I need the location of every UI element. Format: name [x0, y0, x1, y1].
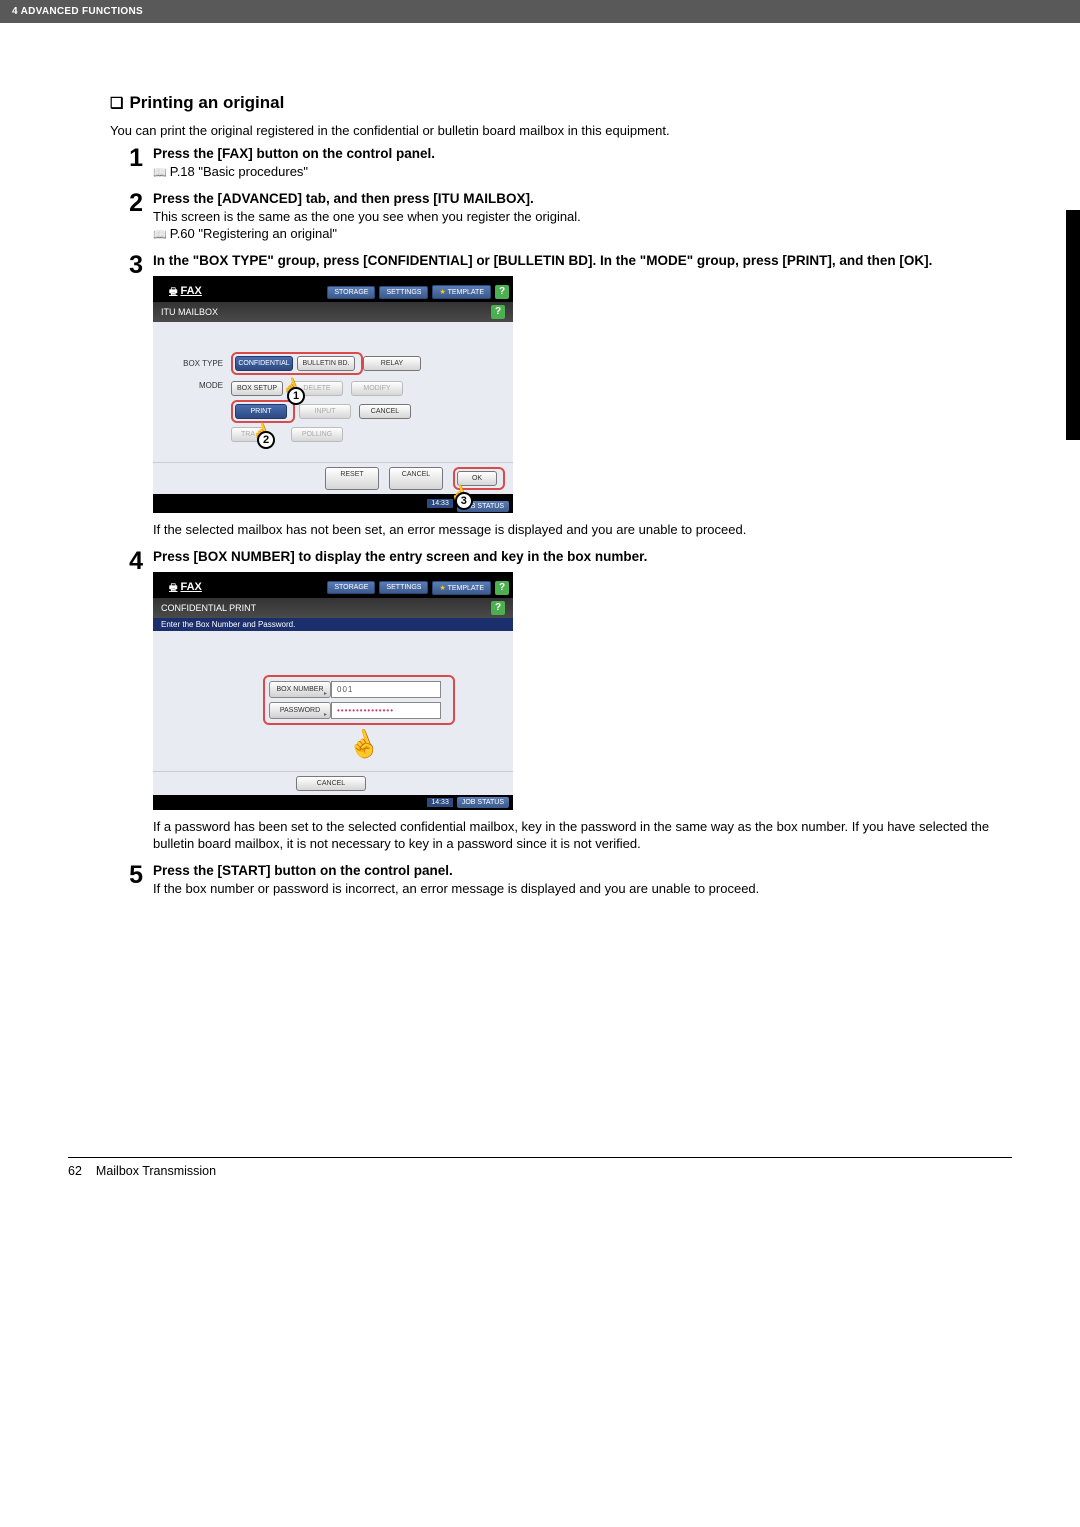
- step-heading: Press the [START] button on the control …: [153, 863, 1012, 878]
- template-tab[interactable]: TEMPLATE: [432, 581, 491, 595]
- step-number: 2: [68, 191, 153, 243]
- screenshot-confidential-print: FAX STORAGE SETTINGS TEMPLATE ? CONFIDEN…: [153, 572, 513, 810]
- step-4: 4 Press [BOX NUMBER] to display the entr…: [68, 549, 1012, 853]
- subbar-title: CONFIDENTIAL PRINT: [161, 603, 491, 613]
- step-ref: P.60 "Registering an original": [153, 225, 1012, 243]
- help-icon[interactable]: ?: [491, 601, 505, 615]
- cancel-button[interactable]: CANCEL: [359, 404, 411, 419]
- subbar-title: ITU MAILBOX: [161, 307, 491, 317]
- chapter-title: 4 ADVANCED FUNCTIONS: [12, 6, 143, 17]
- step-number: 5: [68, 863, 153, 898]
- footer-title: Mailbox Transmission: [96, 1164, 216, 1178]
- step-ref: P.18 "Basic procedures": [153, 163, 1012, 181]
- step-text: If the box number or password is incorre…: [153, 880, 1012, 898]
- step-heading: Press the [FAX] button on the control pa…: [153, 146, 1012, 161]
- help-icon[interactable]: ?: [495, 285, 509, 299]
- ss-bottombar: CANCEL: [153, 771, 513, 795]
- input-button[interactable]: INPUT: [299, 404, 351, 419]
- step-text: This screen is the same as the one you s…: [153, 208, 1012, 226]
- polling-button[interactable]: POLLING: [291, 427, 343, 442]
- ss-subbar: ITU MAILBOX ?: [153, 302, 513, 322]
- fax-tab[interactable]: FAX: [157, 580, 202, 596]
- step-heading: Press [BOX NUMBER] to display the entry …: [153, 549, 1012, 564]
- settings-tab[interactable]: SETTINGS: [379, 286, 428, 299]
- screenshot-itu-mailbox: FAX STORAGE SETTINGS TEMPLATE ? ITU MAIL…: [153, 276, 513, 513]
- jobstatus-button[interactable]: JOB STATUS: [457, 797, 509, 808]
- time-display: 14:33: [427, 798, 453, 807]
- ss-body: BOX NUMBER 001 PASSWORD ••••••••••••••• …: [153, 631, 513, 771]
- highlight-boxtype: CONFIDENTIAL BULLETIN BD.: [231, 352, 363, 375]
- storage-tab[interactable]: STORAGE: [327, 286, 375, 299]
- ss-body: BOX TYPE CONFIDENTIAL BULLETIN BD. RELAY…: [153, 322, 513, 462]
- finger-icon: ☝: [343, 726, 382, 762]
- step-after: If the selected mailbox has not been set…: [153, 521, 1012, 539]
- boxnumber-button[interactable]: BOX NUMBER: [269, 681, 331, 698]
- step-3: 3 In the "BOX TYPE" group, press [CONFID…: [68, 253, 1012, 539]
- highlight-print: PRINT: [231, 400, 295, 423]
- print-button[interactable]: PRINT: [235, 404, 287, 419]
- page-footer: 62 Mailbox Transmission: [68, 1157, 1012, 1178]
- page-content: Printing an original You can print the o…: [0, 93, 1080, 897]
- ss-subbar: CONFIDENTIAL PRINT ?: [153, 598, 513, 618]
- relay-button[interactable]: RELAY: [363, 356, 421, 371]
- step-number: 1: [68, 146, 153, 181]
- prompt-text: Enter the Box Number and Password.: [153, 618, 513, 631]
- template-tab[interactable]: TEMPLATE: [432, 285, 491, 299]
- section-title: Printing an original: [110, 93, 1012, 113]
- cancel-button[interactable]: CANCEL: [296, 776, 366, 791]
- side-tab: [1066, 210, 1080, 440]
- step-2: 2 Press the [ADVANCED] tab, and then pre…: [68, 191, 1012, 243]
- step-5: 5 Press the [START] button on the contro…: [68, 863, 1012, 898]
- page-number: 62: [68, 1164, 82, 1178]
- step-heading: Press the [ADVANCED] tab, and then press…: [153, 191, 1012, 206]
- boxtype-label: BOX TYPE: [163, 359, 231, 368]
- settings-tab[interactable]: SETTINGS: [379, 581, 428, 594]
- chapter-header: 4 ADVANCED FUNCTIONS: [0, 0, 1080, 23]
- boxsetup-button[interactable]: BOX SETUP: [231, 381, 283, 396]
- step-number: 4: [68, 549, 153, 853]
- help-icon[interactable]: ?: [491, 305, 505, 319]
- callout-2: 2: [257, 431, 275, 449]
- cancel-button[interactable]: CANCEL: [389, 467, 443, 490]
- ss-topbar: FAX STORAGE SETTINGS TEMPLATE ?: [153, 578, 513, 598]
- password-button[interactable]: PASSWORD: [269, 702, 331, 719]
- step-after: If a password has been set to the select…: [153, 818, 1012, 853]
- section-intro: You can print the original registered in…: [110, 123, 1012, 138]
- ss-topbar: FAX STORAGE SETTINGS TEMPLATE ?: [153, 282, 513, 302]
- step-1: 1 Press the [FAX] button on the control …: [68, 146, 1012, 181]
- callout-3: 3: [455, 492, 473, 510]
- storage-tab[interactable]: STORAGE: [327, 581, 375, 594]
- mode-label: MODE: [163, 381, 231, 390]
- ss-statusbar: 14:33 JOB STATUS: [153, 795, 513, 810]
- confidential-button[interactable]: CONFIDENTIAL: [235, 356, 293, 371]
- boxnumber-value[interactable]: 001: [331, 681, 441, 698]
- bulletinbd-button[interactable]: BULLETIN BD.: [297, 356, 355, 371]
- ss-statusbar: 14:33 JOB STATUS ☝ 3: [153, 494, 513, 513]
- step-heading: In the "BOX TYPE" group, press [CONFIDEN…: [153, 253, 1012, 268]
- time-display: 14:33: [427, 499, 453, 508]
- highlight-fields: BOX NUMBER 001 PASSWORD •••••••••••••••: [263, 675, 455, 725]
- step-number: 3: [68, 253, 153, 539]
- reset-button[interactable]: RESET: [325, 467, 379, 490]
- fax-tab[interactable]: FAX: [157, 284, 202, 300]
- password-value[interactable]: •••••••••••••••: [331, 702, 441, 719]
- help-icon[interactable]: ?: [495, 581, 509, 595]
- modify-button[interactable]: MODIFY: [351, 381, 403, 396]
